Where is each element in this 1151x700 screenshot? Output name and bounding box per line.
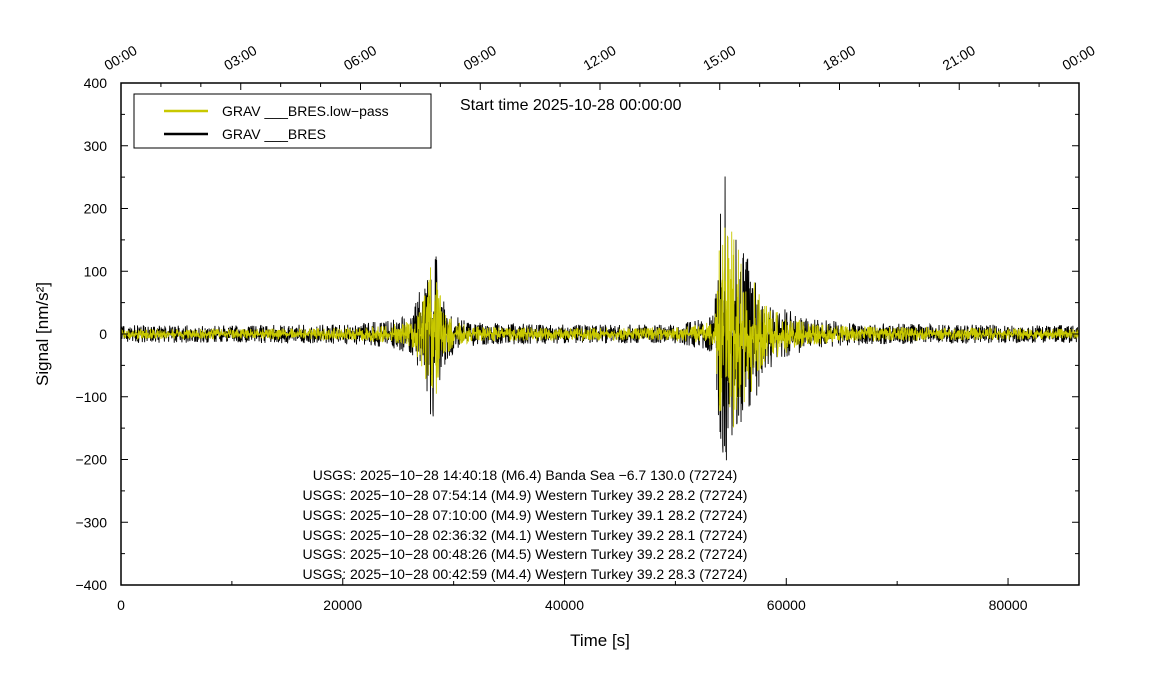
annotation-line: USGS: 2025−10−28 07:54:14 (M4.9) Western… bbox=[303, 487, 748, 503]
start-time-label: Start time 2025-10-28 00:00:00 bbox=[460, 97, 682, 114]
legend: GRAV ___BRES.low−pass GRAV ___BRES bbox=[133, 93, 432, 149]
y-tick-label: 400 bbox=[84, 75, 108, 91]
y-tick-label: 0 bbox=[99, 326, 107, 342]
annotation-line: USGS: 2025−10−28 02:36:32 (M4.1) Western… bbox=[303, 527, 748, 543]
x-tick-label: 0 bbox=[117, 597, 125, 613]
y-tick-label: 100 bbox=[84, 263, 108, 279]
top-tick-label: 15:00 bbox=[700, 42, 739, 73]
x-axis-title: Time [s] bbox=[570, 631, 630, 650]
top-tick-label: 21:00 bbox=[940, 42, 979, 73]
annotation-line: USGS: 2025−10−28 00:42:59 (M4.4) Western… bbox=[303, 566, 748, 582]
x-tick-label: 80000 bbox=[989, 597, 1028, 613]
series-lowpass-trace bbox=[120, 227, 1080, 428]
event-annotations: USGS: 2025−10−28 14:40:18 (M6.4) Banda S… bbox=[303, 467, 748, 582]
top-tick-label: 03:00 bbox=[221, 42, 260, 73]
top-tick-label: 00:00 bbox=[101, 42, 140, 73]
y-axis-title: Signal [nm/s²] bbox=[33, 282, 52, 386]
x-tick-label: 60000 bbox=[767, 597, 806, 613]
y-tick-label: −100 bbox=[75, 389, 107, 405]
x-tick-label: 20000 bbox=[323, 597, 362, 613]
legend-label-raw: GRAV ___BRES bbox=[222, 126, 326, 142]
top-tick-label: 12:00 bbox=[580, 42, 619, 73]
series-layer bbox=[120, 176, 1080, 461]
top-tick-label: 06:00 bbox=[341, 42, 380, 73]
y-tick-label: −300 bbox=[75, 514, 107, 530]
annotation-line: USGS: 2025−10−28 07:10:00 (M4.9) Western… bbox=[303, 507, 748, 523]
series-raw-trace bbox=[120, 176, 1080, 461]
annotation-line: USGS: 2025−10−28 14:40:18 (M6.4) Banda S… bbox=[313, 467, 738, 483]
y-tick-label: 200 bbox=[84, 201, 108, 217]
y-tick-label: 300 bbox=[84, 138, 108, 154]
legend-box bbox=[133, 93, 432, 149]
x-tick-label: 40000 bbox=[545, 597, 584, 613]
top-tick-label: 18:00 bbox=[820, 42, 859, 73]
top-tick-label: 09:00 bbox=[461, 42, 500, 73]
y-tick-label: −400 bbox=[75, 577, 107, 593]
legend-label-lowpass: GRAV ___BRES.low−pass bbox=[222, 103, 389, 119]
y-tick-label: −200 bbox=[75, 452, 107, 468]
annotation-line: USGS: 2025−10−28 00:48:26 (M4.5) Western… bbox=[303, 546, 748, 562]
top-tick-label: 00:00 bbox=[1059, 42, 1098, 73]
